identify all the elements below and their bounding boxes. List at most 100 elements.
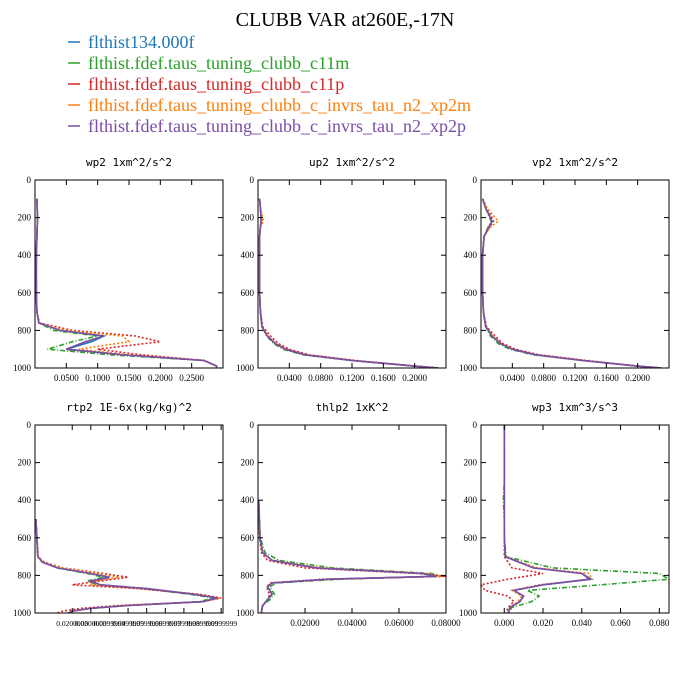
series-line [35, 518, 218, 613]
y-tick-label: 200 [241, 458, 255, 468]
x-tick-label: 0.08000 [431, 618, 461, 628]
y-tick-label: 800 [241, 325, 255, 335]
x-tick-label: 0.060 [610, 618, 631, 628]
y-tick-label: 400 [464, 495, 478, 505]
x-tick-label: 0.0799999 [168, 619, 200, 628]
y-tick-label: 600 [18, 533, 32, 543]
y-tick-label: 400 [241, 495, 255, 505]
chart-panel: rtp2 1E-6x(kg/kg)^2 0 200 400 600 800 1000 0.02… [13, 401, 237, 628]
panel-title: vp2 1xm^2/s^2 [532, 156, 618, 169]
chart-panel: thlp2 1xK^2 0 200 400 600 800 1000 0.02000 0.040… [236, 401, 461, 628]
y-tick-label: 600 [464, 288, 478, 298]
series-line [35, 518, 222, 613]
x-tick-label: 0.0300000 [75, 619, 107, 628]
y-tick-label: 0 [473, 420, 478, 430]
y-tick-label: 600 [241, 533, 255, 543]
y-tick-label: 400 [241, 250, 255, 260]
x-tick-label: 0.0400 [277, 373, 302, 383]
x-tick-label: 0.020 [533, 618, 554, 628]
legend-entry: flthist.fdef.taus_tuning_clubb_c11m [88, 53, 349, 73]
y-tick-label: 200 [18, 213, 32, 223]
x-tick-label: 0.2500 [179, 373, 204, 383]
figure-title: CLUBB VAR at260E,-17N [236, 9, 455, 31]
x-tick-label: 0.0800 [531, 373, 556, 383]
plot-frame [480, 424, 670, 614]
legend-entry: flthist.fdef.taus_tuning_clubb_c_invrs_t… [88, 95, 471, 115]
chart-panel: wp3 1xm^3/s^3 0 200 400 600 800 1000 0.000 0.020… [459, 401, 670, 628]
legend-entry: flthist134.000f [88, 32, 195, 52]
y-tick-label: 1000 [13, 608, 32, 618]
plot-frame [34, 424, 224, 614]
x-tick-label: 0.0800 [308, 373, 333, 383]
y-tick-label: 0 [27, 175, 32, 185]
series-line [481, 198, 662, 368]
y-tick-label: 400 [18, 250, 32, 260]
chart-panel: up2 1xm^2/s^2 0 200 400 600 800 1000 0.0400 0.08… [236, 156, 447, 383]
chart-panel: wp2 1xm^2/s^2 0 200 400 600 800 1000 0.0500 0.10… [13, 156, 224, 383]
y-tick-label: 0 [27, 420, 32, 430]
panel-title: thlp2 1xK^2 [316, 401, 389, 414]
x-tick-label: 0.0999999 [205, 619, 237, 628]
x-tick-label: 0.1200 [563, 373, 588, 383]
legend-entry: flthist.fdef.taus_tuning_clubb_c_invrs_t… [88, 116, 466, 136]
series-line [258, 500, 437, 613]
y-tick-label: 1000 [236, 363, 255, 373]
series-line [35, 198, 218, 368]
y-tick-label: 200 [464, 458, 478, 468]
y-tick-label: 600 [18, 288, 32, 298]
y-tick-label: 800 [18, 325, 32, 335]
legend-entry: flthist.fdef.taus_tuning_clubb_c11p [88, 74, 344, 94]
x-tick-label: 0.1600 [594, 373, 619, 383]
y-tick-label: 0 [473, 175, 478, 185]
series-line [258, 500, 442, 613]
series-line [503, 425, 592, 613]
y-tick-label: 200 [18, 458, 32, 468]
x-tick-label: 0.0400 [500, 373, 525, 383]
y-tick-label: 800 [18, 570, 32, 580]
chart-panel: vp2 1xm^2/s^2 0 200 400 600 800 1000 0.0400 0.08… [459, 156, 670, 383]
x-tick-label: 0.0399999 [94, 619, 126, 628]
y-tick-label: 1000 [459, 608, 478, 618]
x-tick-label: 0.000 [494, 618, 515, 628]
x-tick-label: 0.1200 [340, 373, 365, 383]
x-tick-label: 0.080 [649, 618, 670, 628]
panel-title: wp3 1xm^3/s^3 [532, 401, 618, 414]
x-tick-label: 0.1500 [117, 373, 142, 383]
x-tick-label: 0.0499999 [112, 619, 144, 628]
x-tick-label: 0.1600 [371, 373, 396, 383]
x-tick-label: 0.040 [572, 618, 593, 628]
y-tick-label: 400 [18, 495, 32, 505]
series-line [258, 198, 439, 368]
x-tick-label: 0.1000 [85, 373, 110, 383]
legend: flthist134.000fflthist.fdef.taus_tuning_… [68, 32, 471, 136]
x-tick-label: 0.2000 [625, 373, 650, 383]
series-line [481, 425, 544, 613]
x-tick-label: 0.2000 [148, 373, 173, 383]
y-tick-label: 200 [241, 213, 255, 223]
x-tick-label: 0.0500 [54, 373, 79, 383]
y-tick-label: 1000 [236, 608, 255, 618]
x-tick-label: 0.0200000 [56, 619, 88, 628]
panel-title: rtp2 1E-6x(kg/kg)^2 [66, 401, 192, 414]
y-tick-label: 800 [241, 570, 255, 580]
y-tick-label: 800 [464, 325, 478, 335]
x-tick-label: 0.0699999 [149, 619, 181, 628]
x-tick-label: 0.02000 [290, 618, 320, 628]
y-tick-label: 1000 [13, 363, 32, 373]
y-tick-label: 1000 [459, 363, 478, 373]
chart-panels: wp2 1xm^2/s^2 0 200 400 600 800 1000 0.0500 0.10… [13, 156, 670, 628]
y-tick-label: 200 [464, 213, 478, 223]
x-tick-label: 0.0599999 [131, 619, 163, 628]
panel-title: wp2 1xm^2/s^2 [86, 156, 172, 169]
x-tick-label: 0.06000 [384, 618, 414, 628]
y-tick-label: 400 [464, 250, 478, 260]
y-tick-label: 0 [250, 420, 255, 430]
x-tick-label: 0.2000 [402, 373, 427, 383]
y-tick-label: 600 [241, 288, 255, 298]
x-tick-label: 0.0899999 [187, 619, 219, 628]
panel-title: up2 1xm^2/s^2 [309, 156, 395, 169]
y-tick-label: 600 [464, 533, 478, 543]
y-tick-label: 800 [464, 570, 478, 580]
x-tick-label: 0.04000 [337, 618, 367, 628]
